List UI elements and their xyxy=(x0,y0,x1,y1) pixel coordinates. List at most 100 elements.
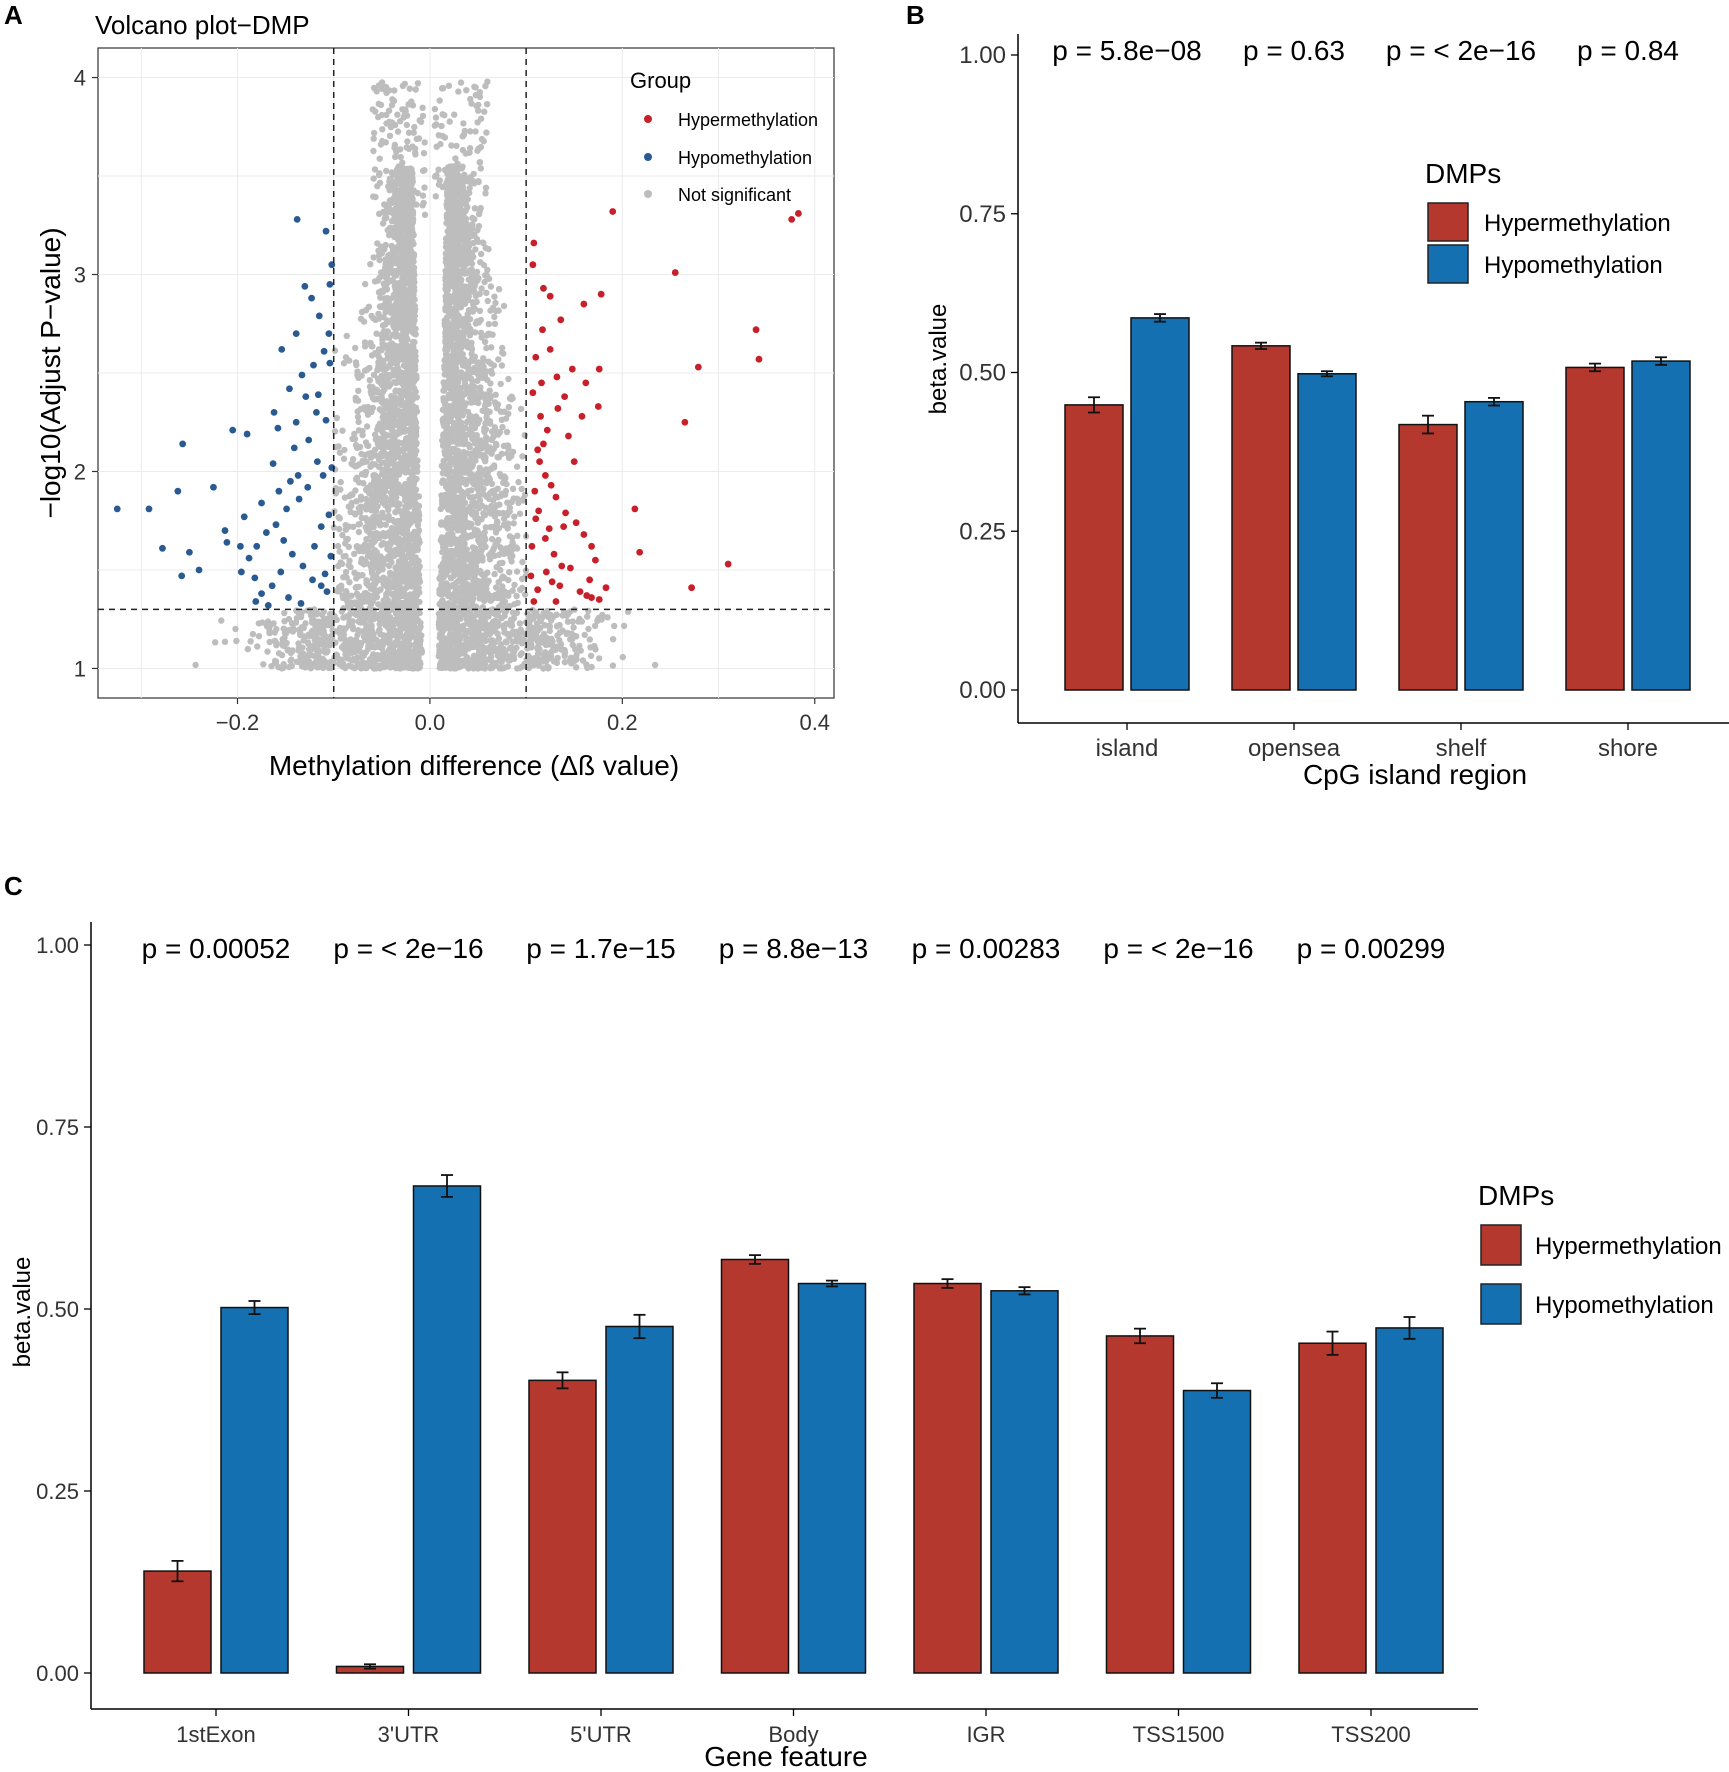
volcano-ns-point xyxy=(481,278,488,286)
volcano-ns-point xyxy=(438,497,446,505)
volcano-ns-point xyxy=(448,321,456,328)
volcano-ns-point xyxy=(517,586,524,593)
volcano-ns-point xyxy=(379,388,387,395)
volcano-ns-point xyxy=(499,559,506,567)
volcano-ns-point xyxy=(384,279,392,286)
panel-letter-a: A xyxy=(4,0,23,30)
volcano-ns-point xyxy=(443,275,451,282)
volcano-ns-point xyxy=(346,610,354,618)
volcano-ns-point xyxy=(492,299,499,307)
volcano-ns-point xyxy=(406,367,414,374)
volcano-ns-point xyxy=(460,228,468,235)
volcano-ns-point xyxy=(448,306,455,313)
volcano-ns-point xyxy=(448,282,455,290)
volcano-ns-point xyxy=(497,544,504,551)
volcano-ns-point xyxy=(361,469,368,476)
volcano-ns-point xyxy=(370,371,378,379)
volcano-ns-point xyxy=(379,445,386,452)
volcano-ns-point xyxy=(385,227,392,234)
volcano-ns-point xyxy=(397,423,405,431)
volcano-ns-point xyxy=(388,492,396,500)
volcano-ns-point xyxy=(477,582,484,590)
volcano-ns-point xyxy=(339,663,347,670)
volcano-ns-point xyxy=(369,404,377,412)
volcano-ns-point xyxy=(391,467,398,474)
volcano-ns-point xyxy=(375,364,383,371)
volcano-ns-point xyxy=(378,459,385,466)
volcano-ns-point xyxy=(477,250,485,258)
volcano-ns-point xyxy=(382,494,389,501)
volcano-ns-point xyxy=(397,415,404,422)
volcano-ns-point xyxy=(357,493,365,500)
volcano-ns-point xyxy=(496,501,503,508)
volcano-ns-point xyxy=(354,408,361,415)
volcano-ns-point xyxy=(339,531,346,539)
volcano-ns-point xyxy=(447,467,454,475)
volcano-ns-point xyxy=(513,609,521,616)
volcano-ns-point xyxy=(488,502,495,510)
volcano-ns-point xyxy=(462,520,470,527)
volcano-ns-point xyxy=(519,558,526,566)
volcano-ns-point xyxy=(373,481,380,489)
volcano-ns-point xyxy=(466,662,473,669)
volcano-ns-point xyxy=(486,387,493,394)
volcano-ns-point xyxy=(334,542,342,550)
volcano-ns-point xyxy=(385,562,393,569)
volcano-ns-point xyxy=(449,508,456,515)
volcano-ns-point xyxy=(482,658,489,665)
volcano-ns-point xyxy=(469,214,476,222)
volcano-ns-point xyxy=(381,243,388,251)
volcano-ns-point xyxy=(480,540,487,548)
volcano-ns-point xyxy=(483,368,490,375)
volcano-ns-point xyxy=(382,432,390,439)
volcano-ns-point xyxy=(350,625,357,633)
volcano-ns-point xyxy=(395,344,402,352)
volcano-ns-point xyxy=(444,455,451,462)
volcano-ns-point xyxy=(387,572,394,579)
volcano-ns-point xyxy=(339,427,346,434)
volcano-ns-point xyxy=(472,329,479,336)
volcano-ns-point xyxy=(463,636,470,644)
volcano-ns-point xyxy=(372,580,379,588)
volcano-ns-point xyxy=(466,604,473,612)
volcano-ns-point xyxy=(380,580,387,588)
volcano-ns-point xyxy=(400,391,408,399)
volcano-ns-point xyxy=(481,574,488,581)
volcano-ns-point xyxy=(488,370,496,377)
volcano-ns-point xyxy=(345,662,353,669)
volcano-ns-point xyxy=(370,473,377,480)
volcano-ns-point xyxy=(573,664,580,671)
volcano-ns-point xyxy=(457,456,464,463)
volcano-ns-point xyxy=(357,559,365,566)
volcano-ns-point xyxy=(472,557,479,565)
volcano-ns-point xyxy=(492,584,500,591)
volcano-ns-point xyxy=(374,277,381,284)
volcano-ns-point xyxy=(339,592,346,599)
volcano-ns-point xyxy=(445,425,452,432)
volcano-ns-point xyxy=(509,485,517,492)
volcano-ns-point xyxy=(586,636,593,643)
volcano-ns-point xyxy=(335,514,342,521)
volcano-ns-point xyxy=(360,616,367,623)
volcano-ns-point xyxy=(455,354,462,361)
volcano-ns-point xyxy=(499,423,506,431)
volcano-ns-point xyxy=(383,657,391,664)
volcano-ns-point xyxy=(367,261,374,268)
volcano-ns-point xyxy=(360,318,368,325)
volcano-ns-point xyxy=(390,603,397,610)
volcano-ns-point xyxy=(415,630,422,637)
volcano-ns-point xyxy=(515,478,522,486)
volcano-ns-point xyxy=(460,545,468,552)
volcano-ns-point xyxy=(411,624,419,631)
volcano-ns-point xyxy=(453,536,460,543)
volcano-ns-point xyxy=(521,591,529,598)
volcano-ns-point xyxy=(445,391,452,398)
volcano-ns-point xyxy=(341,446,348,454)
volcano-ns-point xyxy=(472,611,480,619)
volcano-ns-point xyxy=(475,222,483,230)
volcano-ns-point xyxy=(496,470,504,478)
volcano-ns-point xyxy=(352,636,360,643)
volcano-ns-point xyxy=(441,398,449,406)
volcano-ns-point xyxy=(382,487,389,495)
